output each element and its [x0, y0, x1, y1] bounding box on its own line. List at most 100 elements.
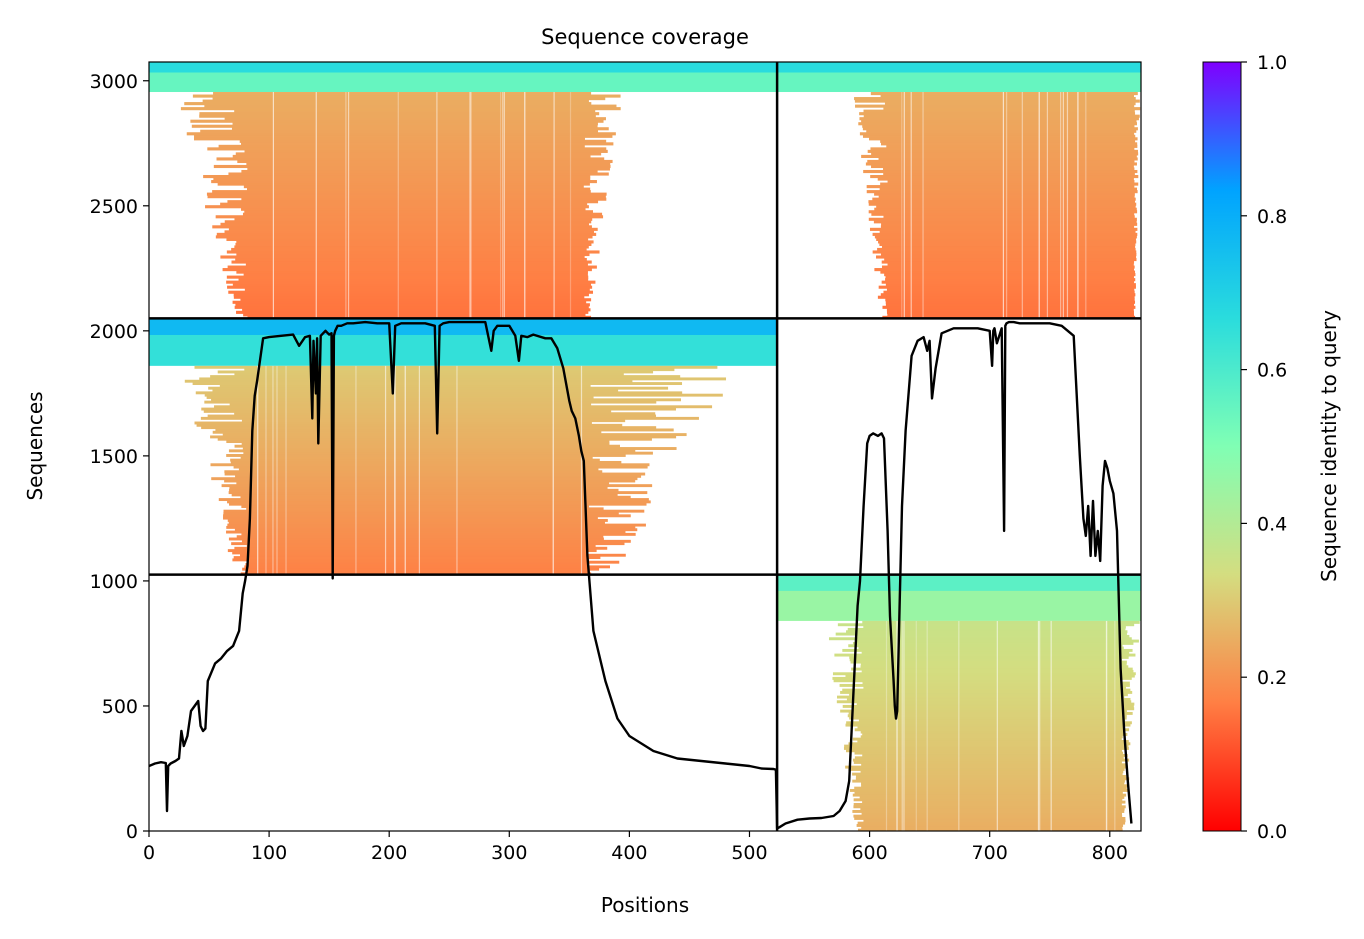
alignment-row	[235, 257, 587, 262]
alignment-row	[240, 456, 593, 460]
alignment-row	[228, 227, 598, 231]
alignment-row	[868, 202, 1137, 206]
alignment-row	[859, 117, 1139, 121]
alignment-row	[226, 237, 589, 241]
alignment-row	[234, 444, 620, 448]
alignment-row	[227, 518, 608, 522]
alignment-row	[234, 546, 608, 550]
alignment-row	[876, 205, 1136, 209]
alignment-row	[247, 560, 620, 564]
alignment-row	[231, 127, 609, 131]
alignment-row	[226, 280, 596, 284]
alignment-row	[879, 242, 1136, 247]
alignment-row	[853, 805, 1126, 809]
alignment-row	[847, 627, 1126, 631]
alignment-row	[866, 190, 1138, 194]
alignment-row	[199, 114, 596, 118]
x-tick-label: 700	[972, 842, 1008, 864]
alignment-row	[885, 275, 1134, 279]
alignment-row	[871, 164, 1134, 169]
alignment-row	[852, 641, 1134, 645]
alignment-row	[837, 695, 1125, 699]
alignment-row	[861, 119, 1137, 123]
alignment-row	[874, 268, 1134, 272]
gap-streak	[552, 365, 554, 575]
gap-streak	[469, 92, 471, 319]
alignment-row	[885, 298, 1135, 302]
alignment-row	[228, 172, 609, 176]
alignment-row	[885, 278, 1136, 282]
gap-streak	[276, 365, 278, 575]
alignment-row	[843, 746, 1129, 750]
alignment-row	[861, 826, 1123, 830]
alignment-row	[863, 169, 1138, 174]
alignment-row	[228, 449, 636, 453]
alignment-row	[858, 122, 1137, 126]
alignment-row	[243, 313, 586, 317]
alignment-row	[234, 305, 589, 309]
alignment-row	[244, 288, 590, 292]
alignment-row	[855, 777, 1130, 781]
alignment-row	[834, 653, 1136, 657]
alignment-row	[866, 129, 1137, 133]
alignment-row	[234, 245, 589, 249]
gap-streak	[1062, 92, 1064, 319]
alignment-row	[231, 493, 618, 497]
y-tick-label: 2000	[90, 321, 138, 343]
alignment-row	[858, 646, 1124, 650]
alignment-row	[862, 681, 1130, 685]
alignment-row	[884, 102, 1136, 106]
alignment-row	[887, 180, 1135, 184]
alignment-row	[874, 192, 1135, 196]
alignment-row	[852, 737, 1122, 741]
alignment-row	[245, 263, 588, 267]
alignment-row	[246, 570, 590, 573]
alignment-row	[848, 644, 1123, 648]
alignment-row	[853, 707, 1135, 711]
alignment-row	[863, 819, 1126, 823]
alignment-row	[223, 514, 631, 518]
gap-streak	[456, 365, 458, 575]
alignment-row	[232, 154, 591, 158]
gap-streak	[1114, 620, 1116, 831]
gap-streak	[470, 92, 472, 319]
alignment-row	[870, 92, 1138, 96]
alignment-row	[212, 190, 591, 194]
gap-streak	[394, 365, 396, 575]
alignment-row	[883, 172, 1135, 176]
gap-streak	[903, 620, 905, 831]
alignment-row	[833, 679, 1122, 683]
gap-streak	[315, 92, 317, 319]
alignment-row	[862, 732, 1128, 736]
alignment-row	[855, 104, 1135, 108]
alignment-row	[837, 623, 1135, 627]
gap-streak	[397, 92, 399, 319]
alignment-row	[880, 182, 1139, 186]
plot-frame	[148, 61, 1142, 832]
alignment-row	[848, 711, 1133, 715]
alignment-row	[844, 744, 1129, 748]
gap-streak	[1060, 92, 1062, 319]
alignment-row	[238, 467, 599, 471]
alignment-row	[854, 99, 1140, 103]
alignment-row	[850, 660, 1127, 664]
alignment-row	[874, 207, 1137, 211]
alignment-row	[842, 648, 1133, 652]
alignment-row	[241, 539, 631, 543]
gap-streak	[915, 620, 917, 831]
alignment-row	[190, 119, 604, 123]
alignment-row	[880, 252, 1137, 257]
alignment-row	[218, 498, 649, 502]
alignment-row	[885, 303, 1135, 307]
alignment-row	[886, 310, 1134, 314]
gap-streak	[1085, 92, 1087, 319]
alignment-row	[883, 290, 1135, 294]
alignment-row	[886, 308, 1134, 312]
gap-streak	[901, 92, 903, 319]
alignment-row	[220, 222, 590, 226]
alignment-row	[243, 273, 588, 277]
gap-streak	[903, 92, 905, 319]
alignment-row	[240, 298, 592, 302]
alignment-row	[845, 765, 1127, 769]
alignment-row	[204, 393, 723, 397]
